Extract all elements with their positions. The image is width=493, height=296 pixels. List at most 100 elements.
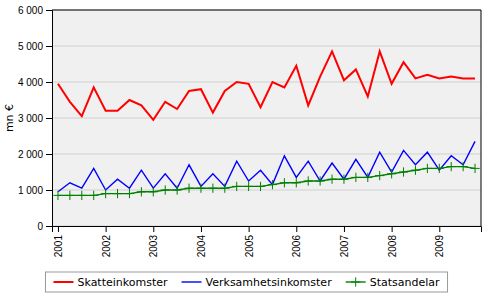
y-tick: 2 000 [18,149,52,160]
plot-background [52,10,481,226]
series-marker [161,185,170,194]
series-marker [339,175,348,184]
y-tick-mark [46,46,52,47]
series-marker [53,191,62,200]
series-marker [411,166,420,175]
x-tick-mark [153,226,154,232]
plot-frame [481,10,482,226]
series-marker [458,162,467,171]
x-tick-label: 2004 [196,235,207,258]
grid [52,10,481,226]
x-tick-mark [344,226,345,232]
series-marker [196,184,205,193]
x-tick: 2003 [148,226,159,257]
y-tick: 1 000 [18,185,52,196]
series-marker [77,191,86,200]
series-marker [423,164,432,173]
x-axis: 2001 2002 2003 2004 2005 2006 2007 2008 2009 [53,226,482,257]
y-tick: 6 000 [18,5,52,16]
series-marker [268,180,277,189]
grid-line [52,118,481,119]
x-tick-label: 2002 [101,235,112,258]
x-tick-mark [249,226,250,232]
series-marker [351,173,360,182]
series-marker [470,164,479,173]
grid-line [52,82,481,83]
y-tick: 4 000 [18,77,52,88]
x-tick-label: 2007 [339,235,350,258]
series-marker [244,182,253,191]
series-marker [113,189,122,198]
x-tick: 2007 [339,226,350,257]
y-tick-mark [46,118,52,119]
y-tick-label: 0 [37,221,43,232]
y-tick-mark [46,154,52,155]
y-tick-label: 1 000 [18,185,43,196]
series-marker [256,182,265,191]
x-tick: 2006 [291,226,302,257]
grid-line [52,190,481,191]
x-tick-label: 2009 [434,235,445,258]
grid-line [52,154,481,155]
series-line [58,141,475,191]
series-marker [304,176,313,185]
y-tick-mark [46,10,52,11]
series-marker [375,171,384,180]
legend-label: Skatteinkomster [77,276,168,289]
x-tick-mark [58,226,59,232]
x-tick: 2002 [101,226,112,257]
legend-label: Verksamhetsinkomster [206,276,333,289]
marks [53,51,479,200]
series-marker [315,176,324,185]
x-tick: 2009 [434,226,445,257]
x-tick-label: 2001 [53,235,64,258]
legend-label: Statsandelar [370,276,440,289]
y-tick-label: 4 000 [18,77,43,88]
series-marker [220,184,229,193]
series-marker [363,173,372,182]
series-marker [292,178,301,187]
y-tick: 0 [37,221,52,232]
series-marker [399,167,408,176]
series-line [58,167,475,196]
x-tick-label: 2005 [244,235,255,258]
chart: 01 0002 0003 0004 0005 0006 000200120022… [0,0,493,296]
y-tick-mark [46,190,52,191]
series-marker [101,189,110,198]
legend-swatch [53,281,73,283]
series-marker [327,175,336,184]
x-axis-line [53,227,482,233]
x-tick-mark [106,226,107,232]
series-marker [280,178,289,187]
x-tick: 2001 [53,226,64,257]
x-tick: 2004 [196,226,207,257]
x-tick-mark [296,226,297,232]
series-line [58,51,475,119]
x-tick-label: 2008 [387,235,398,258]
plot-area: 01 0002 0003 0004 0005 0006 000200120022… [18,5,482,258]
legend-frame [45,272,447,292]
legend-marker [351,277,360,286]
x-tick: 2005 [244,226,255,257]
series-marker [435,164,444,173]
series-marker [184,184,193,193]
legend-item: Skatteinkomster [53,276,168,289]
x-tick: 2008 [387,226,398,257]
y-tick-label: 3 000 [18,113,43,124]
plot-frame [52,10,481,11]
y-tick-mark [46,82,52,83]
y-tick: 3 000 [18,113,52,124]
y-axis-line [46,11,53,227]
series-marker [232,182,241,191]
legend: Skatteinkomster Verksamhetsinkomster Stats… [45,272,447,292]
y-tick-label: 6 000 [18,5,43,16]
series-marker [447,162,456,171]
series-marker [172,185,181,194]
series-marker [387,169,396,178]
x-tick-label: 2003 [148,235,159,258]
series-marker [208,184,217,193]
series-marker [137,187,146,196]
grid-line [52,10,481,11]
legend-item: Verksamhetsinkomster [182,276,333,289]
series-marker [125,189,134,198]
